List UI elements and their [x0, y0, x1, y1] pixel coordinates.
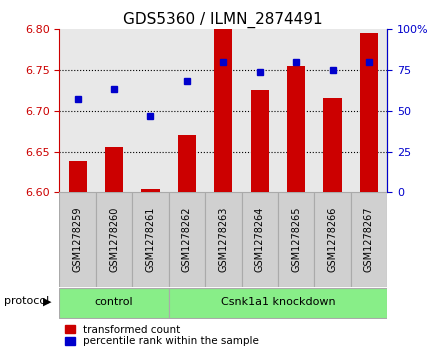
FancyBboxPatch shape [169, 288, 387, 318]
Bar [214, 29, 232, 192]
Text: GSM1278262: GSM1278262 [182, 207, 192, 272]
Text: GSM1278267: GSM1278267 [364, 207, 374, 272]
Text: Csnk1a1 knockdown: Csnk1a1 knockdown [220, 297, 335, 307]
Text: GSM1278263: GSM1278263 [218, 207, 228, 272]
FancyBboxPatch shape [278, 192, 314, 287]
Text: GSM1278264: GSM1278264 [255, 207, 265, 272]
Bar [360, 33, 378, 192]
FancyBboxPatch shape [59, 288, 169, 318]
FancyBboxPatch shape [59, 192, 96, 287]
FancyBboxPatch shape [96, 192, 132, 287]
FancyBboxPatch shape [351, 192, 387, 287]
FancyBboxPatch shape [242, 192, 278, 287]
Bar [323, 98, 342, 192]
Bar [69, 162, 87, 192]
Text: ▶: ▶ [43, 297, 51, 306]
Bar [287, 66, 305, 192]
Text: GSM1278265: GSM1278265 [291, 207, 301, 272]
Bar [105, 147, 123, 192]
Text: protocol: protocol [4, 297, 50, 306]
Text: GSM1278259: GSM1278259 [73, 207, 83, 272]
Bar [178, 135, 196, 192]
Legend: transformed count, percentile rank within the sample: transformed count, percentile rank withi… [65, 325, 259, 346]
Bar [141, 189, 160, 192]
Text: GSM1278260: GSM1278260 [109, 207, 119, 272]
Text: control: control [95, 297, 133, 307]
FancyBboxPatch shape [205, 192, 242, 287]
FancyBboxPatch shape [314, 192, 351, 287]
FancyBboxPatch shape [169, 192, 205, 287]
Bar [251, 90, 269, 192]
Title: GDS5360 / ILMN_2874491: GDS5360 / ILMN_2874491 [124, 12, 323, 28]
Text: GSM1278261: GSM1278261 [146, 207, 155, 272]
Text: GSM1278266: GSM1278266 [327, 207, 337, 272]
FancyBboxPatch shape [132, 192, 169, 287]
